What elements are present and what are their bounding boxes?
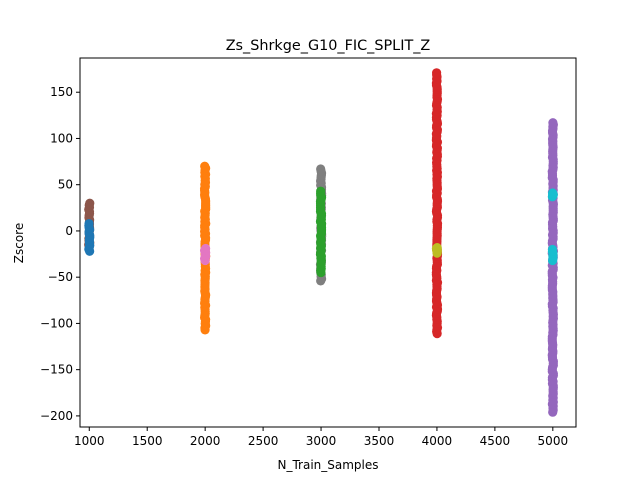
y-tick-label: 150: [50, 85, 73, 99]
data-point: [84, 218, 94, 229]
y-tick-label: −150: [40, 363, 73, 377]
x-tick-label: 3000: [306, 434, 337, 448]
y-tick-label: −50: [48, 270, 73, 284]
series-1: [84, 218, 95, 256]
y-tick-label: −100: [40, 316, 73, 330]
data-point: [316, 186, 326, 196]
y-tick-label: 50: [58, 178, 73, 192]
series-9: [547, 244, 558, 266]
x-tick-label: 2500: [248, 434, 279, 448]
y-axis-label: Zscore: [12, 223, 26, 263]
y-tick-label: 0: [65, 224, 73, 238]
y-tick-label: 100: [50, 131, 73, 145]
y-axis: −200 −150 −100 −50 0 50 100 150: [40, 85, 80, 423]
y-tick-label: −200: [40, 409, 73, 423]
x-tick-label: 1500: [132, 434, 163, 448]
data-point: [547, 244, 558, 255]
data-point: [316, 164, 326, 174]
x-tick-label: 4500: [480, 434, 511, 448]
data-point: [548, 188, 558, 198]
series-6: [431, 68, 443, 339]
chart-title: Zs_Shrkge_G10_FIC_SPLIT_Z: [226, 38, 431, 54]
series-10: [547, 188, 558, 202]
series-5: [315, 186, 327, 278]
series-7: [431, 242, 443, 258]
data-point: [548, 118, 558, 128]
series-8: [547, 118, 559, 417]
data-point: [432, 242, 442, 253]
series-3: [199, 243, 211, 266]
x-tick-label: 1000: [74, 434, 105, 448]
data-point: [200, 161, 210, 171]
x-tick-label: 3500: [364, 434, 395, 448]
x-tick-label: 4000: [422, 434, 453, 448]
data-point: [201, 243, 211, 254]
data-points: [84, 68, 559, 417]
x-tick-label: 2000: [190, 434, 221, 448]
x-axis-label: N_Train_Samples: [277, 458, 378, 472]
plot-frame: [79, 57, 577, 428]
x-tick-label: 5000: [538, 434, 569, 448]
x-axis: 1000 1500 2000 2500 3000 3500 4000 4500 5000: [74, 427, 568, 448]
data-point: [85, 198, 95, 208]
data-point: [432, 68, 442, 78]
